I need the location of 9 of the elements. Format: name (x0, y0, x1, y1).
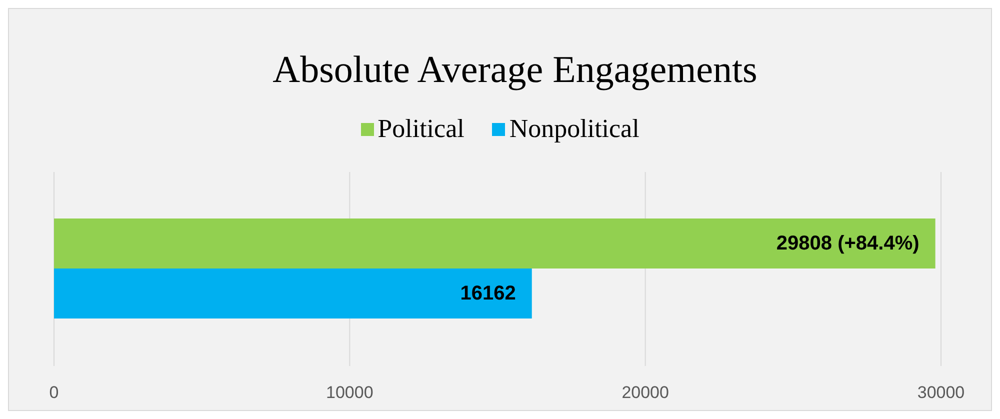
x-tick-label: 20000 (622, 383, 669, 402)
data-label: 16162 (460, 282, 516, 305)
x-tick-label: 0 (49, 383, 59, 402)
legend-label: Nonpolitical (509, 114, 640, 144)
x-tick-label: 10000 (326, 383, 374, 402)
chart-title: Absolute Average Engagements (272, 48, 758, 93)
legend-label: Political (378, 114, 464, 144)
data-label: 29808 (+84.4%) (776, 232, 920, 255)
x-tick-label: 30000 (917, 383, 965, 402)
